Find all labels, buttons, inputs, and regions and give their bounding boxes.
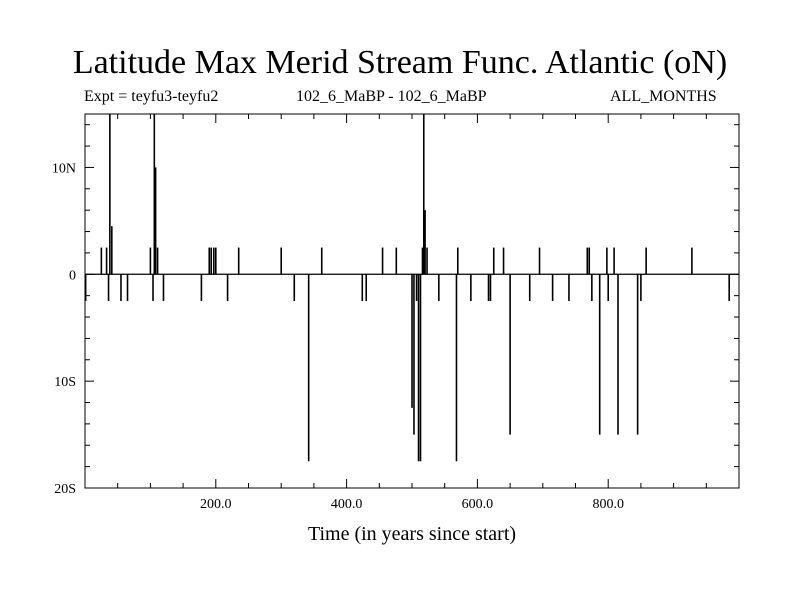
runs-label: 102_6_MaBP - 102_6_MaBP [296, 88, 487, 105]
x-tick-label: 400.0 [331, 497, 363, 512]
chart-title: Latitude Max Merid Stream Func. Atlantic… [72, 44, 728, 81]
y-tick-label: 10S [54, 375, 76, 390]
x-tick-label: 600.0 [462, 497, 494, 512]
y-tick-label: 20S [54, 482, 76, 497]
x-tick-label: 800.0 [592, 497, 624, 512]
plot-area: 200.0 400.0 600.0 800.0 10N 0 10S 20S [52, 113, 740, 512]
months-label: ALL_MONTHS [610, 88, 717, 105]
expt-label: Expt = teyfu3-teyfu2 [84, 88, 219, 105]
x-tick-label: 200.0 [200, 497, 232, 512]
x-axis-label: Time (in years since start) [308, 523, 516, 545]
y-tick-label: 0 [69, 268, 76, 283]
y-tick-label: 10N [52, 161, 76, 176]
